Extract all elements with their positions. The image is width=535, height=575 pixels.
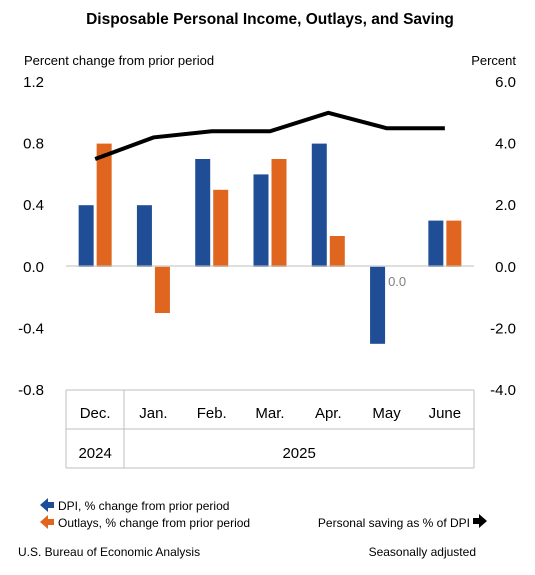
category-label: Feb. (197, 405, 227, 422)
category-label: Apr. (315, 405, 342, 422)
dpi-bar (311, 143, 327, 267)
left-tick-label: -0.4 (18, 320, 44, 337)
outlays-legend-arrow-icon (40, 515, 54, 529)
outlays-bar (271, 159, 287, 267)
category-axis-table (65, 389, 475, 469)
legend-item-outlays: Outlays, % change from prior period (40, 515, 250, 530)
category-label: Jan. (139, 405, 167, 422)
outlays-bar (213, 189, 229, 267)
dpi-bar (78, 205, 94, 267)
legend: DPI, % change from prior period Outlays,… (40, 498, 487, 530)
right-tick-label: 4.0 (495, 136, 516, 153)
category-label: Mar. (255, 405, 284, 422)
right-tick-label: -4.0 (490, 382, 516, 399)
dpi-bar (195, 159, 211, 267)
dpi-legend-arrow-icon (40, 498, 54, 512)
right-axis-label: Percent (471, 53, 516, 68)
chart-title: Disposable Personal Income, Outlays, and… (86, 11, 454, 28)
category-label: Dec. (80, 405, 111, 422)
outlays-bar (446, 220, 462, 267)
year-label: 2024 (78, 445, 111, 462)
category-label: June (429, 405, 462, 422)
left-axis-label: Percent change from prior period (24, 53, 214, 68)
dpi-bar (253, 174, 269, 267)
right-tick-label: -2.0 (490, 320, 516, 337)
dpi-bar (428, 220, 444, 267)
outlays-bar (154, 266, 170, 313)
left-tick-label: -0.8 (18, 382, 44, 399)
legend-label-dpi: DPI, % change from prior period (58, 499, 229, 513)
zero-value-label: 0.0 (388, 274, 406, 289)
legend-item-dpi: DPI, % change from prior period (40, 498, 229, 513)
year-label: 2025 (282, 445, 315, 462)
footer-source: U.S. Bureau of Economic Analysis (18, 545, 200, 559)
legend-label-outlays: Outlays, % change from prior period (58, 516, 250, 530)
saving-legend-arrow-icon (473, 514, 487, 528)
left-tick-label: 0.4 (23, 197, 44, 214)
outlays-bar (96, 143, 112, 267)
dpi-bar (136, 205, 152, 267)
left-tick-label: 0.8 (23, 136, 44, 153)
right-tick-label: 6.0 (495, 74, 516, 91)
footer-note: Seasonally adjusted (369, 545, 476, 559)
legend-label-saving: Personal saving as % of DPI (318, 516, 470, 530)
left-tick-label: 0.0 (23, 259, 44, 276)
left-tick-label: 1.2 (23, 74, 44, 91)
legend-item-saving: Personal saving as % of DPI (318, 514, 487, 530)
category-label: May (372, 405, 401, 422)
dpi-bar (370, 266, 386, 344)
right-tick-label: 2.0 (495, 197, 516, 214)
outlays-bar (329, 236, 345, 267)
saving-rate-line (94, 110, 445, 161)
right-tick-label: 0.0 (495, 259, 516, 276)
